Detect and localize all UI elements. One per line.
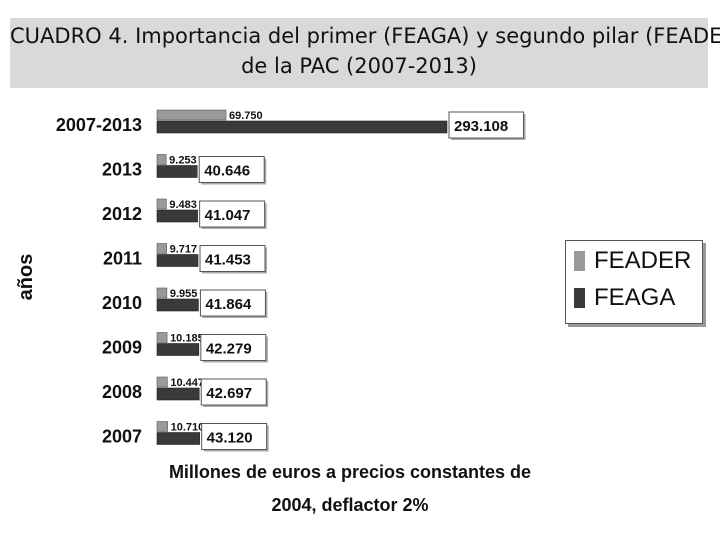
data-label-feaga-2007-2013: 293.108: [454, 118, 508, 135]
data-label-feaga-2007: 43.120: [207, 430, 253, 447]
category-label-2013: 2013: [102, 160, 142, 180]
data-label-feader-2007-2013: 69.750: [229, 110, 263, 122]
legend-swatch-feader: [574, 251, 585, 271]
bar-feaga-2009: [156, 343, 200, 356]
bar-feader-2008: [156, 376, 168, 388]
category-label-2012: 2012: [102, 204, 142, 224]
data-label-feaga-2013: 40.646: [204, 163, 250, 180]
data-label-feader-2009: 10.185: [170, 333, 204, 345]
bar-feaga-2007: [156, 432, 200, 445]
data-label-box-feaga-2012: [199, 200, 266, 228]
data-label-feader-2013: 9.253: [169, 155, 197, 167]
data-label-feader-2007: 10.710: [171, 422, 205, 434]
bar-feaga-2007-2013: [156, 120, 448, 134]
legend-label-feaga: FEAGA: [594, 284, 676, 311]
data-label-feaga-2008: 42.697: [206, 385, 252, 402]
data-label-feaga-2012: 41.047: [205, 207, 251, 224]
bar-feaga-2013: [156, 165, 198, 178]
category-label-2009: 2009: [102, 338, 142, 358]
chart-title-line-2: de la PAC (2007-2013): [241, 54, 477, 78]
bar-feader-2012: [156, 198, 167, 210]
data-label-feaga-2010: 41.864: [205, 296, 252, 313]
x-axis-label-line-2: 2004, deflactor 2%: [271, 495, 429, 515]
data-label-feader-2010: 9.955: [170, 288, 198, 300]
category-label-2010: 2010: [102, 293, 142, 313]
bar-feader-2007: [156, 421, 168, 432]
data-label-feaga-2011: 41.453: [205, 252, 251, 269]
data-label-feader-2011: 9.717: [170, 244, 198, 256]
category-label-2008: 2008: [102, 382, 142, 402]
chart-title-box: CUADRO 4. Importancia del primer (FEAGA)…: [10, 18, 720, 88]
data-label-feader-2012: 9.483: [169, 199, 197, 211]
category-label-2011: 2011: [103, 249, 142, 269]
bar-feader-2007-2013: [156, 109, 227, 121]
data-label-box-feaga-2013: [198, 156, 265, 183]
y-axis-label: años: [14, 253, 37, 301]
bar-feader-2013: [156, 154, 167, 165]
category-label-2007: 2007: [102, 427, 142, 447]
legend-label-feader: FEADER: [594, 247, 692, 274]
bar-feaga-2011: [156, 254, 199, 267]
legend-item-feader: FEADER: [574, 247, 691, 275]
data-label-box-feaga-2011: [199, 245, 266, 272]
bar-feaga-2012: [156, 209, 198, 223]
data-label-box-feaga-2007: [201, 423, 268, 450]
data-label-box-feaga-2008: [200, 378, 267, 406]
data-label-feader-2008: 10.447: [170, 377, 204, 389]
legend: FEADER FEAGA: [565, 240, 703, 324]
legend-item-feaga: FEAGA: [574, 284, 675, 312]
x-axis-label-line-1: Millones de euros a precios constantes d…: [168, 462, 532, 482]
data-label-feaga-2009: 42.279: [206, 341, 252, 358]
data-label-box-feaga-2009: [200, 334, 267, 361]
data-label-box-feaga-2010: [199, 289, 266, 317]
bar-feaga-2008: [156, 387, 200, 401]
chart-title-line-1: CUADRO 4. Importancia del primer (FEAGA)…: [10, 24, 720, 48]
bar-feader-2010: [156, 287, 168, 299]
category-label-2007-2013: 2007-2013: [56, 115, 142, 135]
bar-feader-2009: [156, 332, 168, 343]
data-label-box-feaga-2007-2013: [448, 111, 524, 139]
bar-feaga-2010: [156, 298, 199, 312]
legend-swatch-feaga: [574, 288, 585, 308]
bar-feader-2011: [156, 243, 167, 254]
